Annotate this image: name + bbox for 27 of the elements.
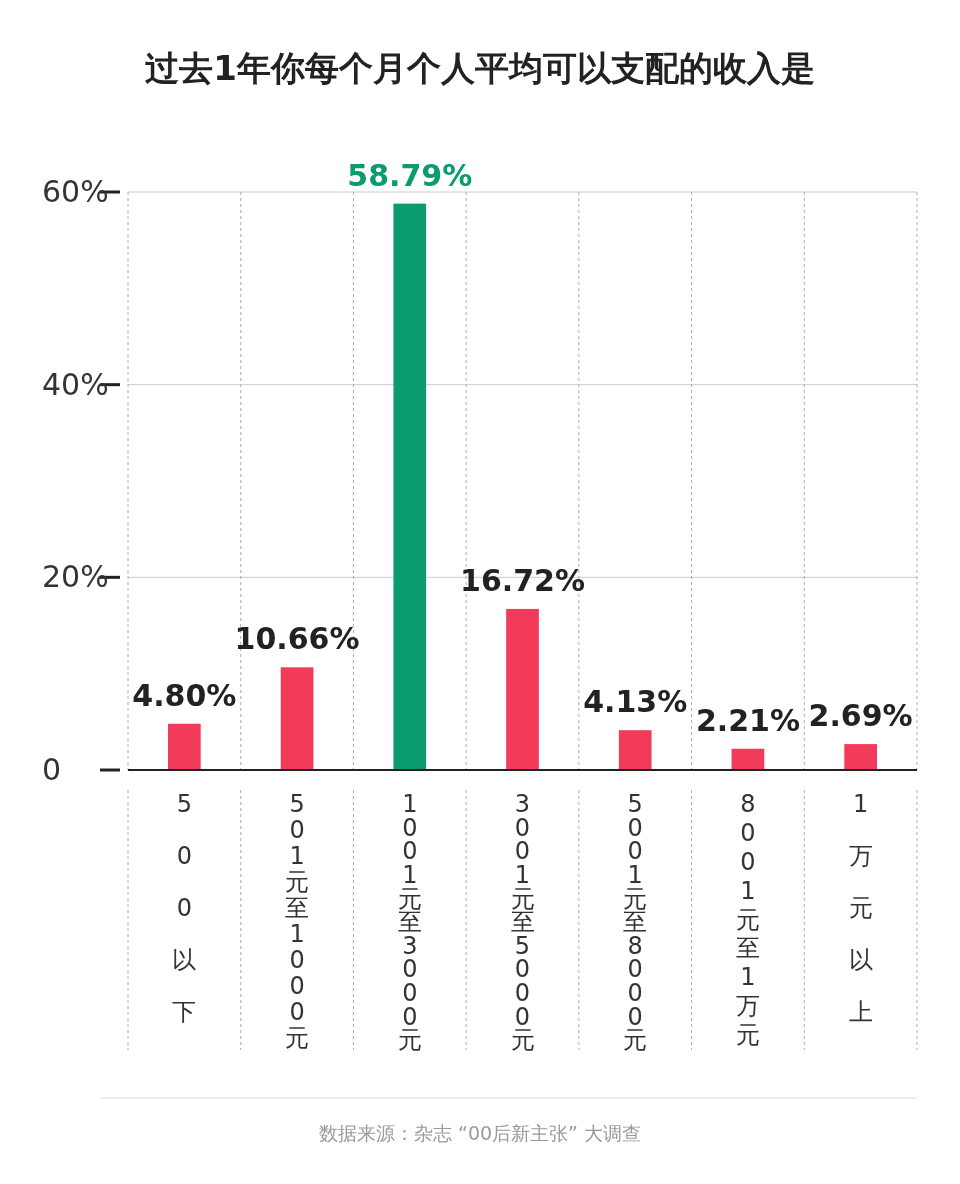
chart-title: 过去1年你每个月个人平均可以支配的收入是 (145, 48, 815, 88)
bar (393, 203, 427, 770)
data-label: 58.79% (347, 157, 473, 193)
data-label: 10.66% (234, 621, 360, 657)
y-tick-label: 40% (42, 366, 109, 402)
bar (844, 744, 877, 770)
source-note: 数据来源：杂志 “00后新主张” 大调查 (319, 1122, 641, 1144)
category-label: 501元至1000元 (285, 790, 310, 1052)
data-label: 16.72% (460, 562, 585, 598)
y-tick-label: 20% (42, 559, 109, 595)
category-label: 1001元至3000元 (397, 790, 422, 1055)
category-label: 8001元至1万元 (735, 790, 760, 1050)
category-label: 3001元至5000元 (510, 790, 535, 1055)
y-tick-label: 60% (42, 174, 109, 209)
y-tick-label: 0 (42, 752, 62, 787)
data-label: 4.13% (583, 684, 688, 720)
bar (618, 730, 652, 770)
bar (280, 667, 314, 770)
bar (731, 748, 765, 770)
data-label: 4.80% (132, 677, 237, 713)
bar (506, 608, 539, 770)
category-label: 5001元至8000元 (623, 790, 648, 1055)
x-tick-label: 1万元以上 (848, 790, 873, 1026)
data-label: 2.21% (695, 702, 800, 738)
x-tick-label: 500以下 (172, 790, 197, 1026)
bar (168, 723, 201, 770)
data-label: 2.69% (808, 698, 913, 734)
